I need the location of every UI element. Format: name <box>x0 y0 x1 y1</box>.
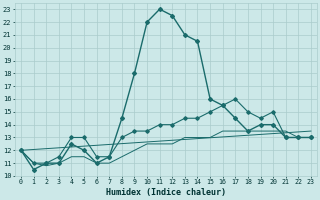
X-axis label: Humidex (Indice chaleur): Humidex (Indice chaleur) <box>106 188 226 197</box>
